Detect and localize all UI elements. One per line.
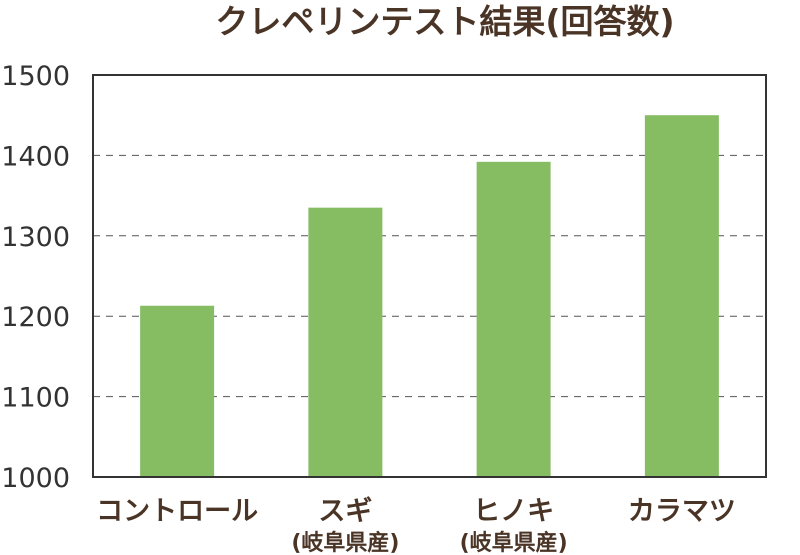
x-tick-sublabel: (岐阜県産)	[460, 530, 568, 555]
x-tick-label: スギ	[318, 496, 372, 527]
x-tick-label: ヒノキ	[473, 496, 554, 527]
bar	[476, 161, 551, 477]
bar	[644, 115, 719, 477]
y-tick-label: 1500	[1, 61, 70, 92]
bar	[140, 305, 215, 477]
bar	[308, 207, 383, 477]
bars	[140, 115, 719, 477]
y-tick-label: 1000	[1, 463, 70, 494]
y-tick-label: 1100	[1, 383, 70, 414]
x-tick-label: カラマツ	[628, 496, 736, 527]
plot-frame	[92, 74, 767, 478]
x-tick-sublabel: (岐阜県産)	[291, 530, 399, 555]
x-axis-labels: コントロール スギ (岐阜県産) ヒノキ (岐阜県産) カラマツ	[96, 496, 736, 555]
y-tick-label: 1400	[1, 141, 70, 172]
x-tick-label: コントロール	[96, 496, 258, 527]
chart-title: クレペリンテスト結果(回答数)	[215, 2, 674, 41]
y-axis-ticks: 1000 1100 1200 1300 1400 1500	[1, 61, 70, 494]
y-tick-label: 1200	[1, 302, 70, 333]
y-tick-label: 1300	[1, 222, 70, 253]
